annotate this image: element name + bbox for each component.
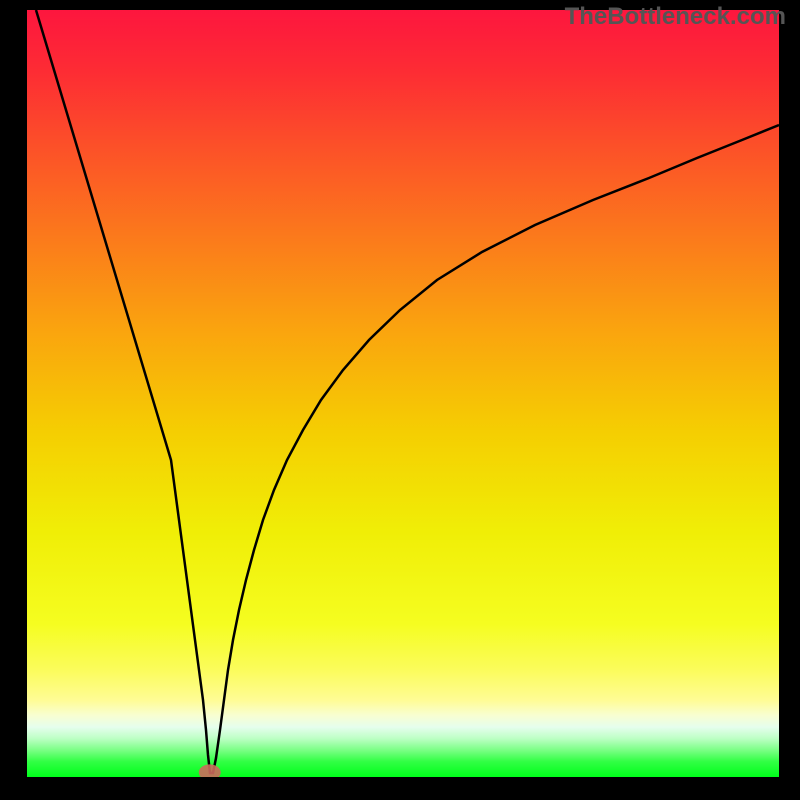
plot-area <box>27 10 779 777</box>
plot-svg <box>27 10 779 777</box>
gradient-background <box>27 10 779 777</box>
chart-container: TheBottleneck.com <box>0 0 800 800</box>
watermark-text: TheBottleneck.com <box>565 3 786 31</box>
